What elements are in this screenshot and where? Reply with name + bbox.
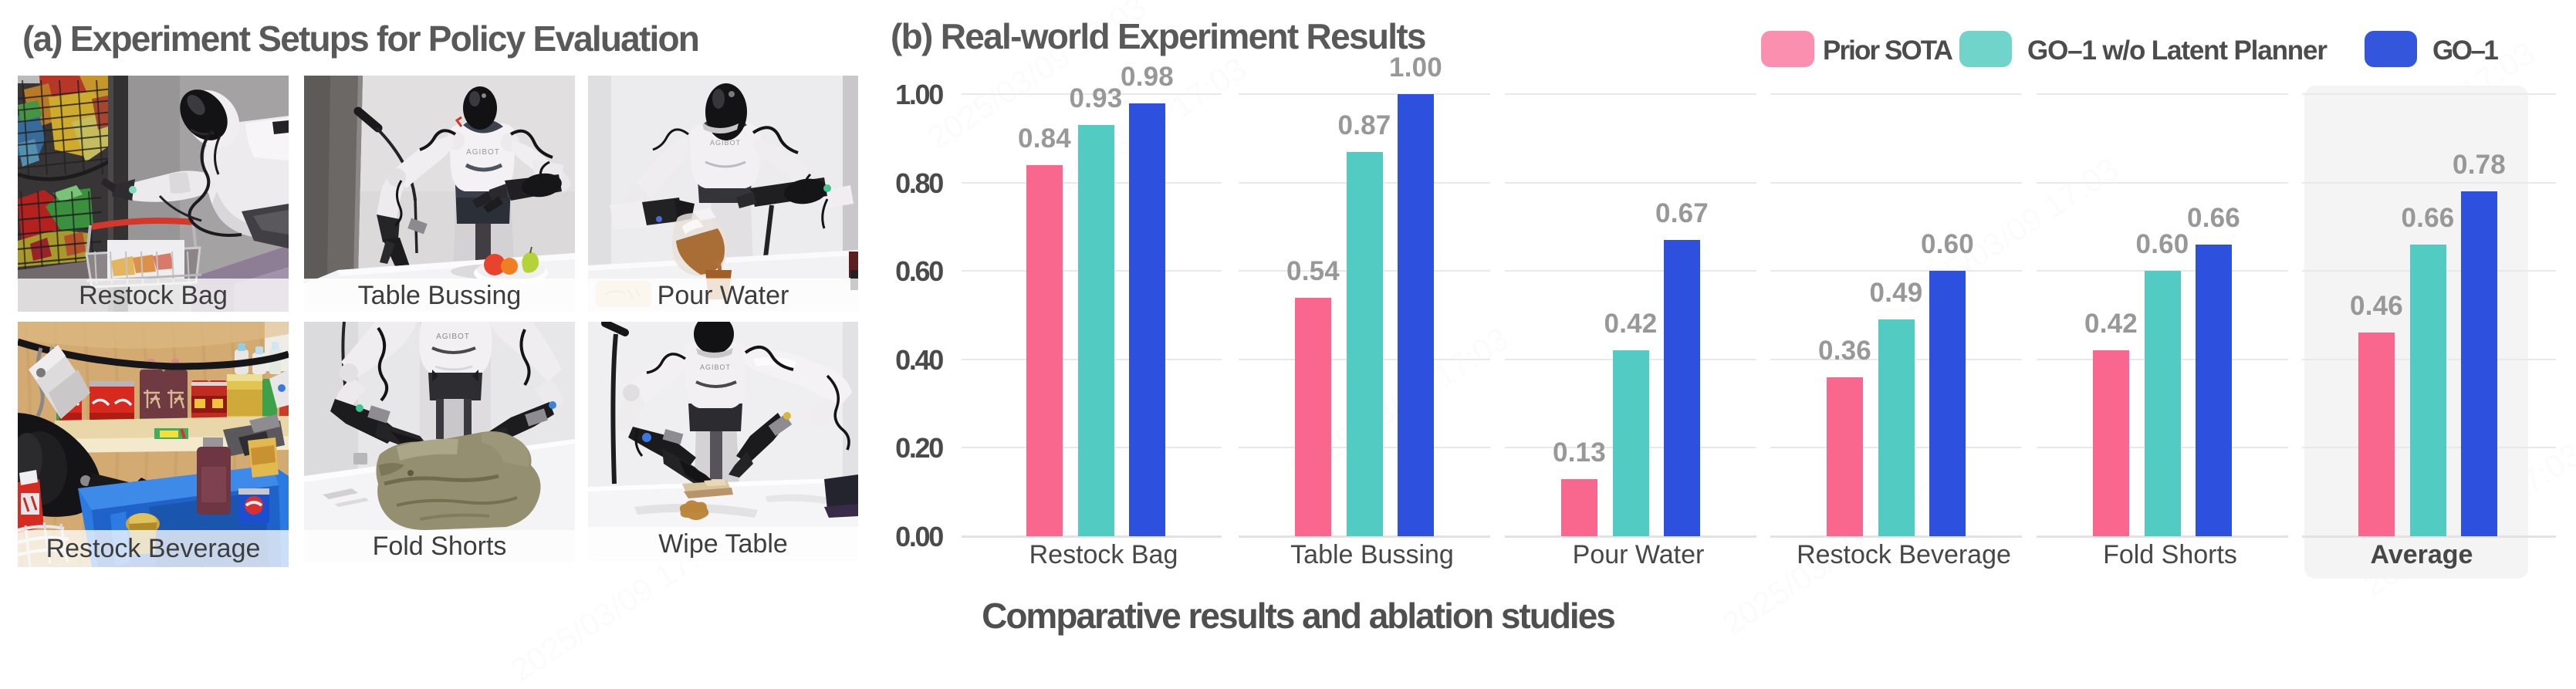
svg-text:AGIBOT: AGIBOT [700,363,731,371]
svg-text:AGIBOT: AGIBOT [710,139,741,147]
svg-text:AGIBOT: AGIBOT [436,333,470,341]
svg-text:AGIBOT: AGIBOT [466,148,500,157]
